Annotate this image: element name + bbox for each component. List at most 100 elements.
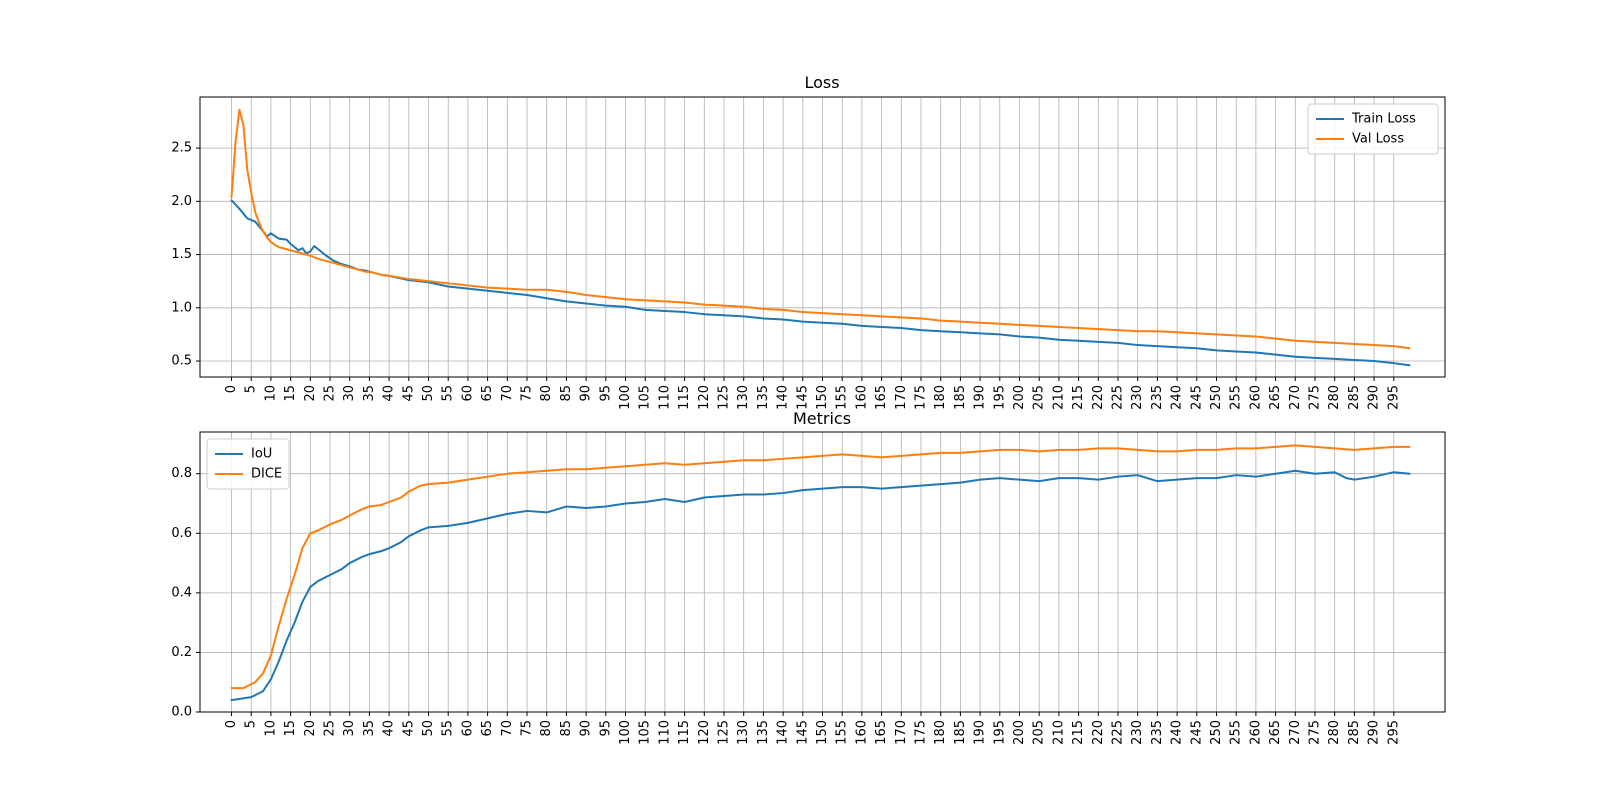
x-tick-label: 275 xyxy=(1307,720,1322,745)
iou-line xyxy=(230,469,1411,702)
x-tick-label: 265 xyxy=(1268,385,1283,410)
x-tick-label: 65 xyxy=(480,385,495,402)
legend-box xyxy=(1307,103,1439,155)
x-tick-label: 290 xyxy=(1367,720,1382,745)
x-tick-label: 70 xyxy=(500,385,515,402)
x-tick-label: 170 xyxy=(894,720,909,745)
x-tick-label: 270 xyxy=(1288,720,1303,745)
x-tick-label: 290 xyxy=(1367,385,1382,410)
x-tick-label: 35 xyxy=(362,385,377,402)
x-tick-label: 55 xyxy=(441,385,456,402)
x-tick-label: 205 xyxy=(1032,720,1047,745)
x-tick-label: 205 xyxy=(1032,385,1047,410)
x-tick-label: 25 xyxy=(323,720,338,737)
x-tick-label: 140 xyxy=(776,720,791,745)
loss-series xyxy=(230,108,1411,367)
x-tick-label: 40 xyxy=(382,720,397,737)
x-tick-label: 115 xyxy=(677,720,692,745)
x-tick-label: 235 xyxy=(1150,720,1165,745)
x-tick-label: 170 xyxy=(894,385,909,410)
x-tick-label: 240 xyxy=(1170,720,1185,745)
x-tick-label: 85 xyxy=(559,720,574,737)
x-tick-label: 120 xyxy=(697,720,712,745)
legend-label: DICE xyxy=(251,467,282,482)
x-tick-label: 15 xyxy=(283,385,298,402)
x-tick-label: 160 xyxy=(854,720,869,745)
x-tick-label: 105 xyxy=(638,720,653,745)
x-tick-label: 240 xyxy=(1170,385,1185,410)
loss-subplot: 0 5 10 15 20 25 30 35 40 45 50 55 60 65 70 75 80 85 90 95 10… xyxy=(171,73,1446,410)
x-tick-label: 55 xyxy=(441,720,456,737)
x-tick-label: 250 xyxy=(1209,385,1224,410)
x-tick-label: 230 xyxy=(1130,385,1145,410)
x-tick-label: 195 xyxy=(992,720,1007,745)
x-tick-label: 30 xyxy=(342,720,357,737)
x-tick-label: 165 xyxy=(874,385,889,410)
y-tick-label: 1.0 xyxy=(171,300,192,315)
x-tick-label: 40 xyxy=(382,385,397,402)
x-tick-label: 175 xyxy=(914,385,929,410)
x-tick-label: 220 xyxy=(1091,720,1106,745)
x-tick-label: 200 xyxy=(1012,385,1027,410)
x-tick-label: 110 xyxy=(657,720,672,745)
x-tick-label: 50 xyxy=(421,385,436,402)
x-tick-label: 30 xyxy=(342,385,357,402)
x-tick-label: 25 xyxy=(323,385,338,402)
x-tick-label: 210 xyxy=(1051,720,1066,745)
x-tick-label: 130 xyxy=(736,385,751,410)
x-tick-label: 85 xyxy=(559,385,574,402)
x-tick-label: 295 xyxy=(1386,385,1401,410)
x-tick-label: 135 xyxy=(756,385,771,410)
val-loss-line xyxy=(230,108,1411,350)
x-tick-label: 270 xyxy=(1288,385,1303,410)
x-tick-label: 245 xyxy=(1189,385,1204,410)
x-tick-label: 220 xyxy=(1091,385,1106,410)
x-tick-label: 130 xyxy=(736,720,751,745)
legend-box xyxy=(206,438,290,490)
x-tick-label: 185 xyxy=(953,385,968,410)
metrics-legend: IoU DICE xyxy=(206,438,290,490)
x-tick-label: 185 xyxy=(953,720,968,745)
x-tick-label: 145 xyxy=(795,385,810,410)
x-tick-label: 215 xyxy=(1071,385,1086,410)
x-tick-label: 100 xyxy=(618,385,633,410)
legend-label: Val Loss xyxy=(1352,132,1404,147)
x-tick-label: 115 xyxy=(677,385,692,410)
x-tick-label: 135 xyxy=(756,720,771,745)
x-tick-label: 255 xyxy=(1229,385,1244,410)
x-tick-label: 255 xyxy=(1229,720,1244,745)
x-tick-label: 195 xyxy=(992,385,1007,410)
x-tick-label: 35 xyxy=(362,720,377,737)
x-tick-label: 95 xyxy=(598,720,613,737)
x-tick-label: 10 xyxy=(263,720,278,737)
x-tick-label: 200 xyxy=(1012,720,1027,745)
x-tick-label: 45 xyxy=(401,385,416,402)
x-tick-label: 165 xyxy=(874,720,889,745)
y-tick-label: 0.4 xyxy=(171,585,192,600)
metrics-chart-title: Metrics xyxy=(793,409,851,428)
x-tick-label: 150 xyxy=(815,385,830,410)
x-tick-label: 210 xyxy=(1051,385,1066,410)
x-tick-label: 15 xyxy=(283,720,298,737)
x-tick-label: 90 xyxy=(579,720,594,737)
x-tick-label: 140 xyxy=(776,385,791,410)
x-tick-label: 215 xyxy=(1071,720,1086,745)
y-tick-label: 2.0 xyxy=(171,194,192,209)
x-tick-label: 105 xyxy=(638,385,653,410)
x-tick-label: 150 xyxy=(815,720,830,745)
x-tick-label: 155 xyxy=(835,720,850,745)
metrics-y-ticks: 0.0 0.2 0.4 0.6 0.8 xyxy=(171,466,200,720)
loss-legend: Train Loss Val Loss xyxy=(1307,103,1439,155)
x-tick-label: 260 xyxy=(1248,720,1263,745)
legend-label: Train Loss xyxy=(1351,112,1416,127)
x-tick-label: 60 xyxy=(460,720,475,737)
x-tick-label: 125 xyxy=(717,720,732,745)
y-tick-label: 2.5 xyxy=(171,141,192,156)
x-tick-label: 20 xyxy=(303,385,318,402)
x-tick-label: 235 xyxy=(1150,385,1165,410)
y-tick-label: 0.6 xyxy=(171,526,192,541)
x-tick-label: 225 xyxy=(1110,385,1125,410)
x-tick-label: 285 xyxy=(1347,720,1362,745)
y-tick-label: 0.0 xyxy=(171,705,192,720)
